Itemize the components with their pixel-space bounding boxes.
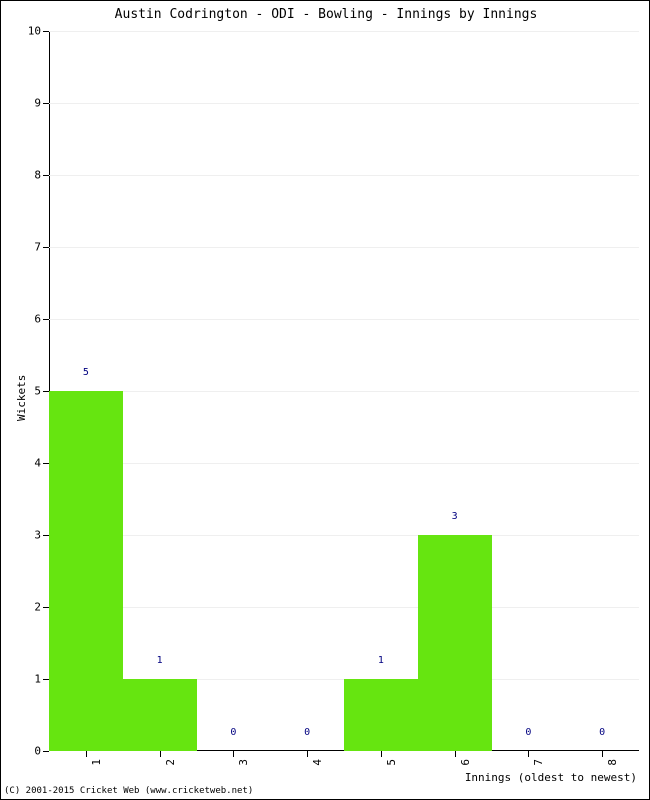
y-tick-label: 1 xyxy=(19,673,41,686)
x-tick-label: 4 xyxy=(311,759,324,766)
bar-value-label: 5 xyxy=(83,367,89,378)
gridline xyxy=(49,607,639,608)
x-tick xyxy=(307,751,308,757)
plot-area: 5 1 0 0 1 3 0 0 xyxy=(49,31,639,751)
y-tick-label: 4 xyxy=(19,457,41,470)
gridline xyxy=(49,103,639,104)
x-tick xyxy=(160,751,161,757)
bar-value-label: 0 xyxy=(304,727,310,738)
x-tick xyxy=(602,751,603,757)
x-tick-label: 6 xyxy=(459,759,472,766)
gridline xyxy=(49,391,639,392)
gridline xyxy=(49,535,639,536)
bar-value-label: 1 xyxy=(157,655,163,666)
bar-value-label: 1 xyxy=(378,655,384,666)
y-tick xyxy=(43,247,49,248)
copyright-text: (C) 2001-2015 Cricket Web (www.cricketwe… xyxy=(4,786,253,796)
y-axis-label: Wickets xyxy=(15,375,28,421)
y-tick xyxy=(43,535,49,536)
x-tick-label: 3 xyxy=(237,759,250,766)
y-tick-label: 8 xyxy=(19,169,41,182)
y-tick-label: 7 xyxy=(19,241,41,254)
chart-frame: Austin Codrington - ODI - Bowling - Inni… xyxy=(0,0,650,800)
y-tick xyxy=(43,319,49,320)
bar xyxy=(123,679,197,751)
x-tick-label: 2 xyxy=(164,759,177,766)
x-tick-label: 1 xyxy=(90,759,103,766)
y-tick xyxy=(43,751,49,752)
x-tick-label: 8 xyxy=(606,759,619,766)
gridline xyxy=(49,31,639,32)
gridline xyxy=(49,319,639,320)
x-tick xyxy=(381,751,382,757)
bar-value-label: 0 xyxy=(525,727,531,738)
y-tick-label: 0 xyxy=(19,745,41,758)
y-tick-label: 2 xyxy=(19,601,41,614)
y-tick xyxy=(43,607,49,608)
bar-value-label: 0 xyxy=(230,727,236,738)
x-tick xyxy=(233,751,234,757)
y-tick-label: 6 xyxy=(19,313,41,326)
gridline xyxy=(49,175,639,176)
x-axis-label: Innings (oldest to newest) xyxy=(465,771,637,784)
bar xyxy=(418,535,492,751)
gridline xyxy=(49,463,639,464)
bar-value-label: 3 xyxy=(452,511,458,522)
x-tick xyxy=(86,751,87,757)
y-tick-label: 3 xyxy=(19,529,41,542)
bar-value-label: 0 xyxy=(599,727,605,738)
y-tick xyxy=(43,391,49,392)
x-tick xyxy=(455,751,456,757)
y-tick xyxy=(43,463,49,464)
y-tick-label: 10 xyxy=(19,25,41,38)
x-tick-label: 5 xyxy=(385,759,398,766)
bar xyxy=(344,679,418,751)
y-tick xyxy=(43,31,49,32)
y-tick xyxy=(43,679,49,680)
y-tick xyxy=(43,175,49,176)
x-tick xyxy=(528,751,529,757)
y-tick-label: 5 xyxy=(19,385,41,398)
gridline xyxy=(49,247,639,248)
y-tick xyxy=(43,103,49,104)
bar xyxy=(49,391,123,751)
x-tick-label: 7 xyxy=(532,759,545,766)
chart-title: Austin Codrington - ODI - Bowling - Inni… xyxy=(1,7,650,22)
y-tick-label: 9 xyxy=(19,97,41,110)
